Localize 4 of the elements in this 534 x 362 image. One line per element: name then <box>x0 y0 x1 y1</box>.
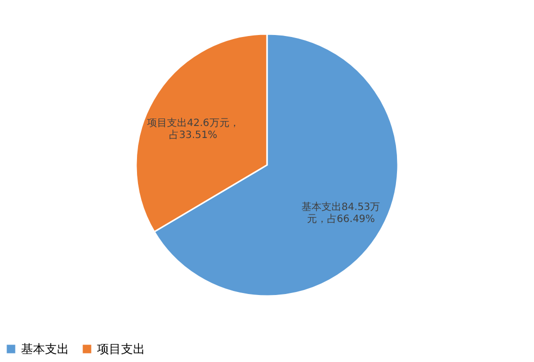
data-label: 基本支出84.53万元，占66.49% <box>302 201 380 226</box>
legend-label: 项目支出 <box>97 342 145 356</box>
data-label: 项目支出42.6万元，占33.51% <box>147 116 240 141</box>
legend-label: 基本支出 <box>21 342 69 356</box>
